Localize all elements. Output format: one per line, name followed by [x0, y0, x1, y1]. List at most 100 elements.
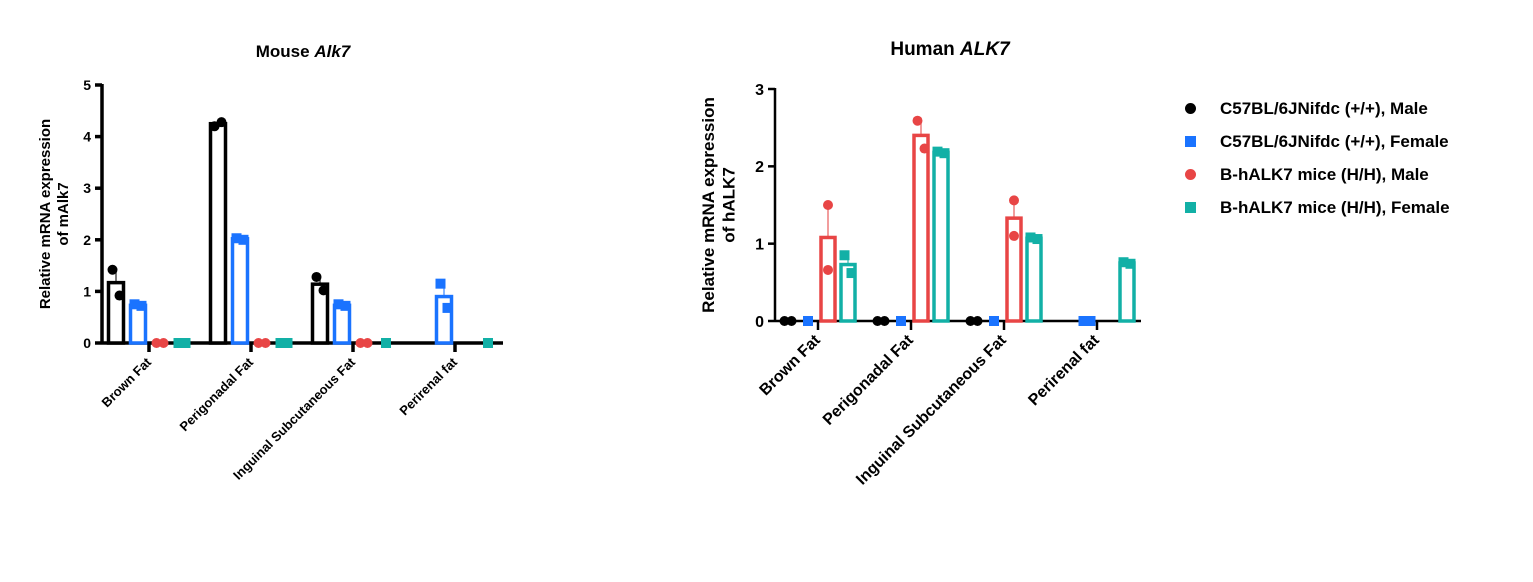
bar — [839, 262, 857, 323]
legend-label: B-hALK7 mice (H/H), Male — [1220, 164, 1429, 184]
legend-item: C57BL/6JNifdc (+/+), Female — [1185, 125, 1450, 158]
data-point — [114, 290, 125, 301]
legend-label: C57BL/6JNifdc (+/+), Male — [1220, 98, 1428, 118]
data-point — [989, 316, 999, 326]
data-point — [311, 271, 322, 282]
data-point — [318, 285, 329, 296]
legend-square-marker — [1185, 136, 1196, 147]
y-tick-label: 1 — [755, 236, 764, 253]
x-tick-label: Perigonadal Fat — [177, 354, 257, 434]
legend-circle-marker — [1185, 103, 1196, 114]
y-tick-label: 0 — [83, 335, 91, 351]
data-point — [965, 316, 976, 326]
data-point — [779, 316, 790, 326]
data-point — [355, 338, 366, 348]
bar — [208, 121, 228, 345]
data-point — [896, 316, 906, 326]
data-point — [872, 316, 883, 326]
bar — [230, 237, 250, 345]
y-axis-label-line: Relative mRNA expression — [37, 119, 54, 309]
data-point — [912, 115, 923, 126]
data-point — [1025, 232, 1036, 243]
bar — [1118, 261, 1136, 323]
legend-label: B-hALK7 mice (H/H), Female — [1220, 197, 1450, 217]
chart-title: Mouse Alk7 — [256, 42, 352, 61]
title-prefix: Mouse — [256, 42, 315, 61]
data-point — [823, 264, 833, 275]
data-point — [1009, 230, 1019, 241]
data-point — [846, 268, 857, 279]
data-point — [362, 338, 373, 348]
data-point — [173, 338, 184, 348]
data-point — [786, 316, 797, 326]
x-tick-label: Inguinal Subcutaneous Fat — [230, 354, 359, 483]
legend: C57BL/6JNifdc (+/+), Male C57BL/6JNifdc … — [1185, 92, 1450, 224]
bar — [310, 282, 330, 345]
bar — [1005, 216, 1023, 323]
data-point — [282, 338, 293, 348]
data-point — [216, 117, 227, 128]
x-tick-label: Brown Fat — [99, 354, 155, 410]
x-tick-label: Perirenal fat — [1025, 331, 1103, 409]
y-axis-label-line: of hALK7 — [719, 167, 738, 243]
data-point — [231, 233, 242, 244]
data-point — [1118, 257, 1129, 268]
data-point — [260, 338, 271, 348]
legend-circle-marker — [1185, 169, 1196, 180]
y-tick-label: 2 — [83, 232, 91, 248]
legend-item: C57BL/6JNifdc (+/+), Male — [1185, 92, 1450, 125]
data-point — [151, 338, 162, 348]
data-point — [129, 299, 140, 310]
y-tick-label: 2 — [755, 159, 764, 176]
data-point — [238, 234, 249, 245]
data-point — [158, 338, 169, 348]
data-point — [107, 264, 118, 275]
y-tick-label: 0 — [755, 314, 764, 331]
title-gene: Alk7 — [313, 42, 351, 61]
bar — [128, 303, 148, 345]
data-point — [136, 300, 147, 311]
title-gene: ALK7 — [959, 39, 1011, 60]
data-point — [435, 278, 446, 289]
data-point — [180, 338, 191, 348]
y-axis-label: Relative mRNA expressionof hALK7 — [699, 97, 738, 313]
legend-item: B-hALK7 mice (H/H), Female — [1185, 191, 1450, 224]
bar — [1025, 236, 1043, 323]
data-point — [1009, 195, 1019, 206]
y-axis-label: Relative mRNA expressionof mAlk7 — [37, 119, 72, 309]
title-prefix: Human — [890, 39, 960, 60]
y-tick-label: 5 — [83, 77, 91, 93]
bar — [819, 235, 837, 323]
data-point — [823, 200, 833, 210]
chart-title: Human ALK7 — [890, 39, 1011, 60]
data-point — [333, 299, 344, 310]
y-tick-label: 3 — [755, 82, 764, 99]
data-point — [932, 146, 943, 157]
x-tick-label: Brown Fat — [756, 331, 824, 399]
data-point — [381, 338, 391, 348]
data-point — [839, 250, 850, 261]
data-point — [1085, 316, 1096, 326]
bar — [912, 133, 930, 323]
data-point — [919, 143, 930, 154]
y-axis-label-line: of mAlk7 — [55, 182, 72, 245]
bar — [332, 303, 352, 345]
data-point — [275, 338, 286, 348]
y-tick-label: 3 — [83, 180, 91, 196]
data-point — [253, 338, 264, 348]
legend-square-marker — [1185, 202, 1196, 213]
data-point — [483, 338, 493, 348]
data-point — [803, 316, 813, 326]
data-point — [442, 302, 453, 313]
y-tick-label: 1 — [83, 283, 91, 299]
data-point — [1078, 316, 1089, 326]
legend-item: B-hALK7 mice (H/H), Male — [1185, 158, 1450, 191]
data-point — [972, 316, 983, 326]
bar — [932, 150, 950, 323]
chart-panel-2: Human ALK7 Relative mRNA expressionof hAL… — [699, 39, 1141, 488]
data-point — [340, 300, 351, 311]
data-point — [879, 316, 890, 326]
x-tick-label: Perigonadal Fat — [820, 331, 917, 428]
legend-label: C57BL/6JNifdc (+/+), Female — [1220, 131, 1449, 151]
